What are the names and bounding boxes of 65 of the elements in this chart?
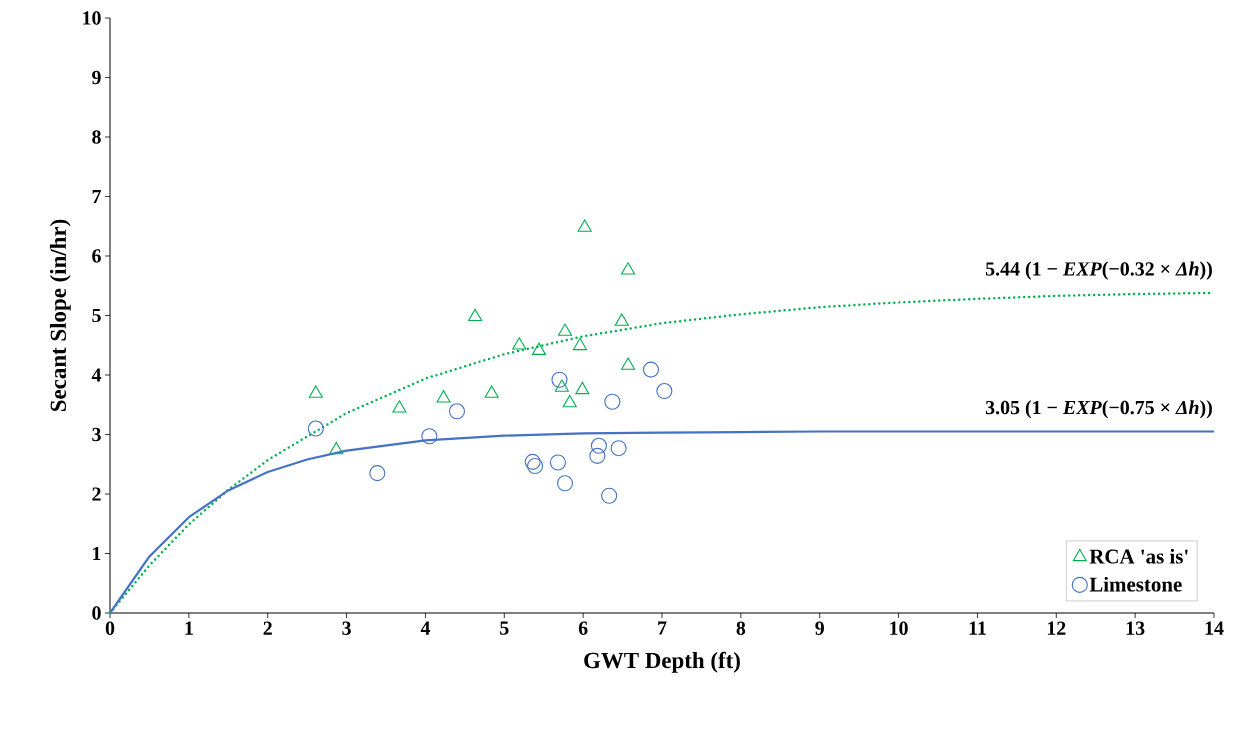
point (642, 361, 660, 378)
x-tick-label: 13 (1126, 621, 1145, 635)
point (604, 393, 621, 410)
point (329, 441, 344, 455)
y-tick-label: 2 (92, 487, 101, 501)
point (589, 447, 606, 464)
point (572, 337, 588, 351)
point (392, 400, 407, 413)
x-tick-label: 11 (969, 621, 986, 635)
x-tick-label: 9 (815, 621, 824, 635)
point (484, 385, 499, 398)
y-tick-label: 4 (91, 368, 102, 382)
x-axis-title: GWT Depth (ft) (584, 651, 740, 673)
legend-label: RCA 'as is' (1089, 548, 1188, 564)
x-tick-label: 14 (1205, 621, 1224, 635)
point (436, 390, 451, 403)
point (468, 308, 483, 321)
point (307, 420, 324, 437)
point (621, 357, 636, 370)
y-tick-label: 9 (92, 70, 101, 85)
point (554, 379, 569, 392)
point (556, 475, 574, 492)
legend-label: Limestone (1089, 576, 1182, 592)
point (577, 219, 592, 232)
y-tick-label: 8 (92, 130, 101, 144)
point (512, 337, 527, 350)
annotation: 5.44 (1 − EXP(−0.32 × Δh)) (985, 261, 1212, 280)
x-tick-label: 0 (105, 621, 115, 635)
x-tick-label: 8 (736, 621, 746, 635)
annotation: 3.05 (1 − EXP(−0.75 × Δh)) (985, 400, 1212, 419)
y-tick-label: 3 (92, 427, 101, 442)
x-tick-label: 12 (1047, 621, 1066, 635)
point (549, 454, 566, 471)
x-tick-label: 5 (500, 621, 509, 635)
point (656, 383, 673, 400)
y-tick-label: 10 (83, 11, 101, 25)
x-tick-label: 3 (342, 621, 351, 635)
point (575, 381, 590, 395)
point (590, 437, 607, 454)
point (524, 453, 541, 470)
y-tick-label: 7 (92, 189, 101, 204)
point (621, 262, 636, 275)
x-tick-label: 2 (263, 621, 272, 635)
point (308, 385, 323, 398)
y-axis-title: Secant Slope (in/hr) (49, 219, 71, 412)
x-tick-label: 6 (578, 621, 588, 635)
x-tick-label: 1 (185, 621, 193, 635)
point (562, 394, 577, 408)
y-tick-label: 6 (92, 249, 101, 263)
point (557, 323, 573, 336)
x-tick-label: 7 (658, 621, 667, 635)
point (369, 465, 386, 482)
point (610, 440, 627, 457)
point (551, 371, 568, 388)
x-tick-label: 10 (890, 621, 908, 635)
point (526, 457, 544, 475)
point (531, 342, 547, 355)
y-tick-label: 5 (92, 308, 101, 323)
point (448, 403, 466, 420)
y-tick-label: 1 (93, 546, 101, 561)
point (614, 313, 629, 326)
x-tick-label: 4 (420, 621, 431, 635)
point (601, 487, 618, 504)
y-tick-label: 0 (92, 606, 101, 620)
point (421, 428, 438, 445)
